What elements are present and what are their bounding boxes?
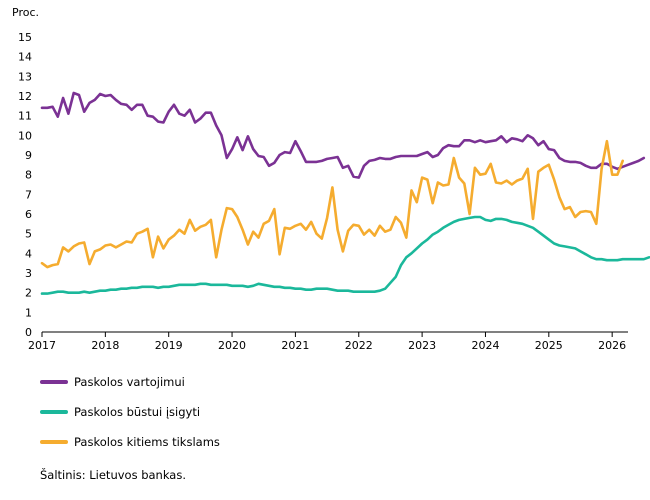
x-tick-label: 2018: [91, 339, 119, 352]
x-tick-label: 2023: [408, 339, 436, 352]
y-tick-label: 4: [25, 247, 32, 260]
legend-swatch-housing: [40, 410, 68, 414]
series-line-other: [40, 139, 625, 269]
y-tick-label: 1: [25, 306, 32, 319]
x-tick-label: 2026: [598, 339, 626, 352]
y-tick-label: 10: [18, 129, 32, 142]
y-tick-label: 11: [18, 110, 32, 123]
y-tick-label: 6: [25, 208, 32, 221]
legend-swatch-consumer: [40, 380, 68, 384]
legend-item-consumer: Paskolos vartojimui: [40, 372, 220, 392]
legend-item-housing: Paskolos būstui įsigyti: [40, 402, 220, 422]
y-tick-label: 3: [25, 267, 32, 280]
y-tick-label: 8: [25, 169, 32, 182]
x-tick-label: 2021: [281, 339, 309, 352]
legend-label-consumer: Paskolos vartojimui: [74, 375, 185, 389]
y-tick-label: 9: [25, 149, 32, 162]
y-tick-label: 13: [18, 70, 32, 83]
x-tick-label: 2020: [218, 339, 246, 352]
legend: Paskolos vartojimui Paskolos būstui įsig…: [40, 372, 220, 462]
source-note: Šaltinis: Lietuvos bankas.: [40, 468, 187, 482]
x-tick-label: 2024: [471, 339, 499, 352]
y-tick-label: 12: [18, 90, 32, 103]
series-line-consumer: [40, 91, 646, 179]
x-tick-label: 2019: [155, 339, 183, 352]
legend-label-other: Paskolos kitiems tikslams: [74, 435, 220, 449]
x-axis: 2017 2018 2019 2020 2021 2022 2023 2024 2025 2026: [28, 331, 628, 352]
y-axis-label: Proc.: [12, 6, 39, 19]
y-tick-label: 5: [25, 228, 32, 241]
x-tick-label: 2022: [345, 339, 373, 352]
y-tick-label: 0: [25, 326, 32, 339]
legend-item-other: Paskolos kitiems tikslams: [40, 432, 220, 452]
series-line-housing: [40, 215, 650, 295]
y-tick-label: 2: [25, 287, 32, 300]
series-group: [40, 91, 650, 295]
y-tick-label: 15: [18, 31, 32, 44]
x-tick-label: 2017: [28, 339, 56, 352]
legend-swatch-other: [40, 440, 68, 444]
y-tick-label: 7: [25, 188, 32, 201]
x-tick-label: 2025: [535, 339, 563, 352]
y-tick-label: 14: [18, 51, 32, 64]
legend-label-housing: Paskolos būstui įsigyti: [74, 405, 201, 419]
